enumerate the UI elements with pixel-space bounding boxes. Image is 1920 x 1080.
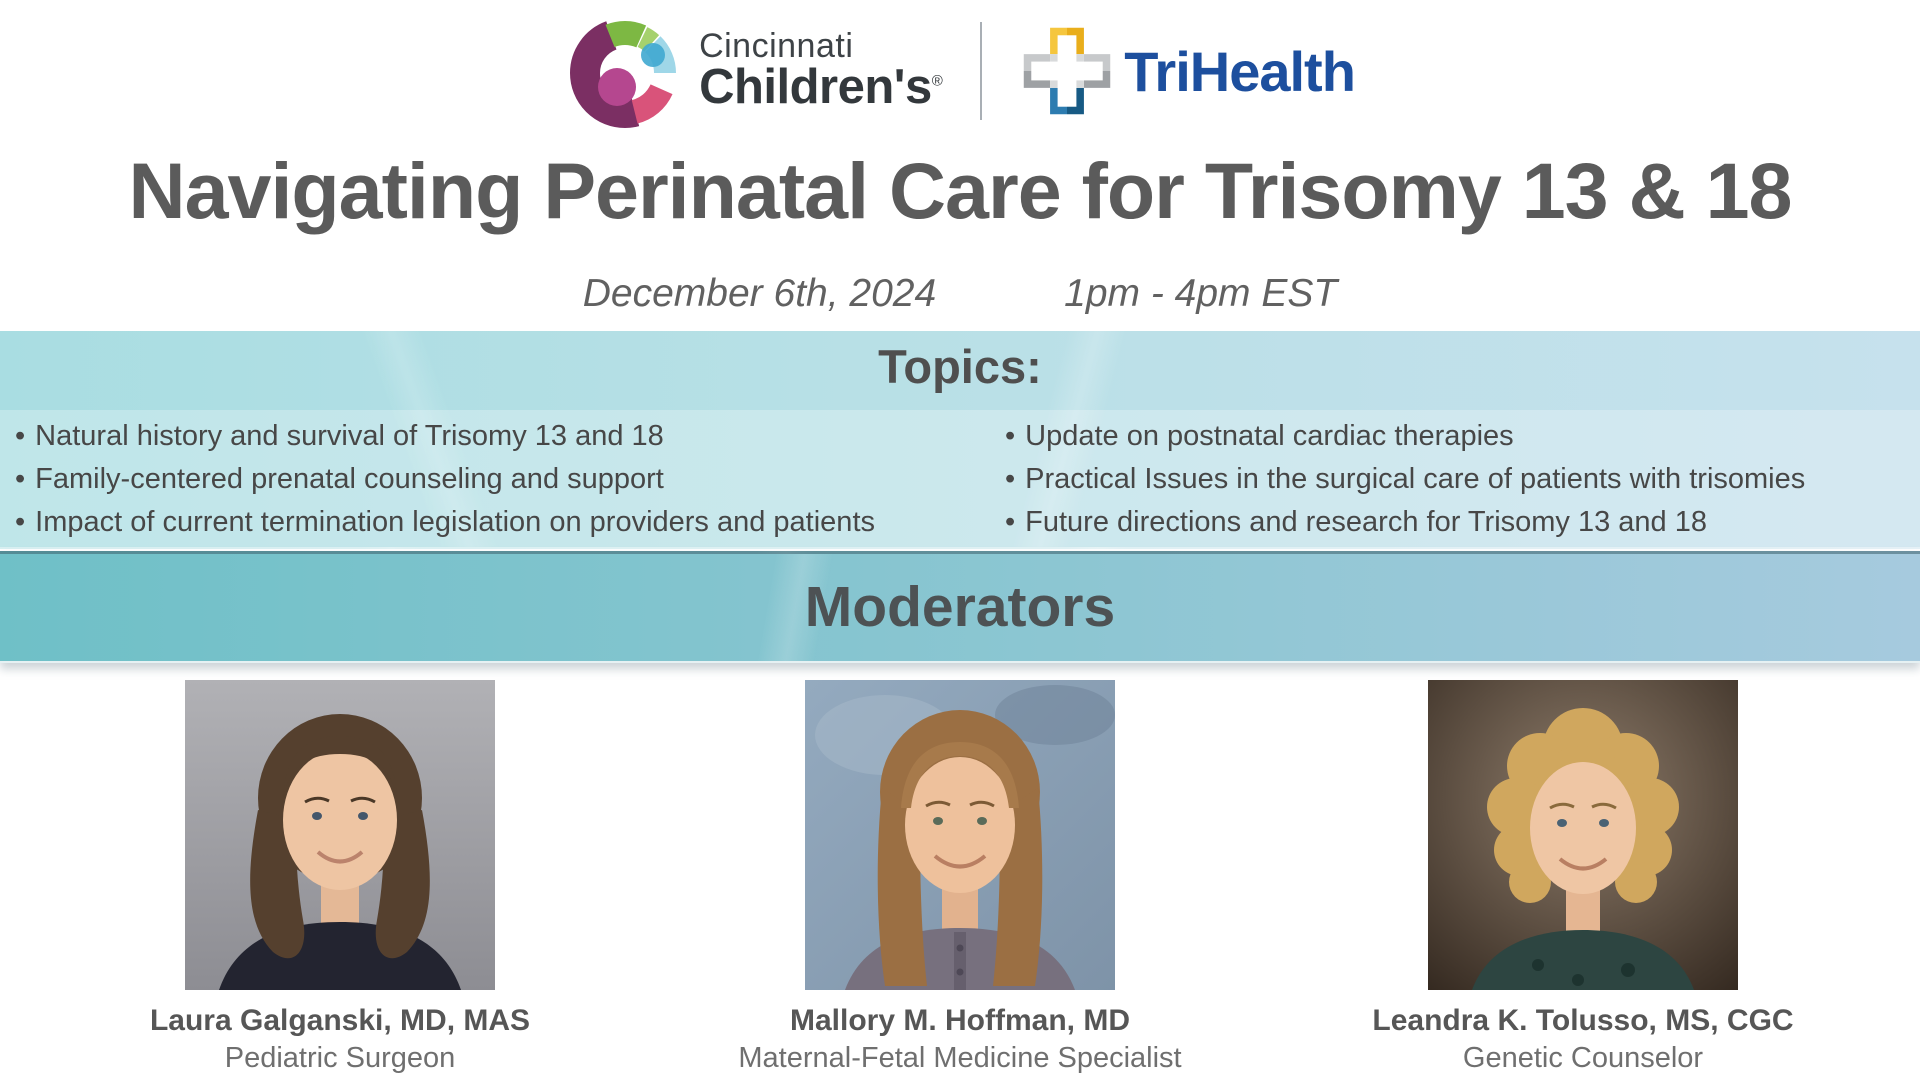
cincinnati-childrens-wordmark: Cincinnati Children's® bbox=[699, 26, 943, 115]
logo-header: Cincinnati Children's® TriHealth bbox=[0, 6, 1920, 136]
moderator-role: Maternal-Fetal Medicine Specialist bbox=[738, 1042, 1182, 1074]
moderator-name: Mallory M. Hoffman, MD bbox=[789, 1004, 1130, 1037]
moderators-section: Moderators bbox=[0, 551, 1920, 663]
moderator-role: Genetic Counselor bbox=[1462, 1042, 1704, 1074]
event-date: December 6th, 2024 bbox=[582, 272, 937, 315]
topic-text: Impact of current termination legislatio… bbox=[35, 506, 875, 538]
event-datetime: December 6th, 2024 1pm - 4pm EST bbox=[0, 272, 1920, 316]
topic-text: Practical Issues in the surgical care of… bbox=[1025, 463, 1806, 495]
topics-section: Topics: • Natural history and survival of… bbox=[0, 331, 1920, 549]
topic-text: Family-centered prenatal counseling and … bbox=[35, 463, 664, 495]
topic-item: • Natural history and survival of Trisomy… bbox=[15, 415, 1005, 458]
moderator-photo bbox=[805, 680, 1115, 990]
moderator-name: Leandra K. Tolusso, MS, CGC bbox=[1372, 1004, 1794, 1037]
topic-item: • Update on postnatal cardiac therapies bbox=[1005, 415, 1920, 458]
topic-item: • Practical Issues in the surgical care o… bbox=[1005, 458, 1920, 501]
bullet-glyph: • bbox=[1005, 420, 1016, 452]
topics-list-left: • Natural history and survival of Trisomy… bbox=[0, 415, 1005, 544]
moderator-role: Pediatric Surgeon bbox=[224, 1042, 456, 1074]
bullet-glyph: • bbox=[15, 506, 26, 538]
topics-list-right: • Update on postnatal cardiac therapies •… bbox=[1005, 415, 1920, 544]
cincinnati-childrens-mark-icon bbox=[570, 18, 681, 128]
childrens-word: Children's® bbox=[699, 60, 943, 115]
moderator-card: Leandra K. Tolusso, MS, CGC Genetic Coun… bbox=[1303, 680, 1863, 1075]
moderator-card: Mallory M. Hoffman, MD Maternal-Fetal Me… bbox=[680, 680, 1240, 1075]
topics-heading: Topics: bbox=[878, 340, 1042, 393]
topics-list-strip: • Natural history and survival of Trisomy… bbox=[0, 410, 1920, 547]
trihealth-logo: TriHealth bbox=[1020, 24, 1356, 118]
moderator-photo bbox=[1428, 680, 1738, 990]
moderator-card: Laura Galganski, MD, MAS Pediatric Surge… bbox=[60, 680, 620, 1075]
cincinnati-childrens-logo: Cincinnati Children's® bbox=[565, 11, 943, 131]
cincinnati-word: Cincinnati bbox=[699, 26, 854, 65]
trihealth-cross-icon bbox=[1024, 27, 1111, 115]
topic-item: • Future directions and research for Tris… bbox=[1005, 501, 1920, 544]
topic-text: Update on postnatal cardiac therapies bbox=[1025, 420, 1514, 452]
moderators-heading: Moderators bbox=[804, 575, 1116, 639]
trihealth-wordmark: TriHealth bbox=[1124, 39, 1356, 103]
event-time: 1pm - 4pm EST bbox=[1064, 272, 1338, 315]
moderator-photo bbox=[185, 680, 495, 990]
bullet-glyph: • bbox=[1005, 506, 1016, 538]
topic-text: Future directions and research for Triso… bbox=[1025, 506, 1707, 538]
topic-item: • Family-centered prenatal counseling and… bbox=[15, 458, 1005, 501]
bullet-glyph: • bbox=[15, 420, 26, 452]
bullet-glyph: • bbox=[1005, 463, 1016, 495]
logo-divider bbox=[980, 22, 983, 120]
moderator-name: Laura Galganski, MD, MAS bbox=[149, 1004, 531, 1037]
registered-mark: ® bbox=[931, 73, 943, 91]
bullet-glyph: • bbox=[15, 463, 26, 495]
topic-text: Natural history and survival of Trisomy … bbox=[35, 420, 664, 452]
event-title: Navigating Perinatal Care for Trisomy 13… bbox=[128, 146, 1793, 235]
topic-item: • Impact of current termination legislati… bbox=[15, 501, 1005, 544]
